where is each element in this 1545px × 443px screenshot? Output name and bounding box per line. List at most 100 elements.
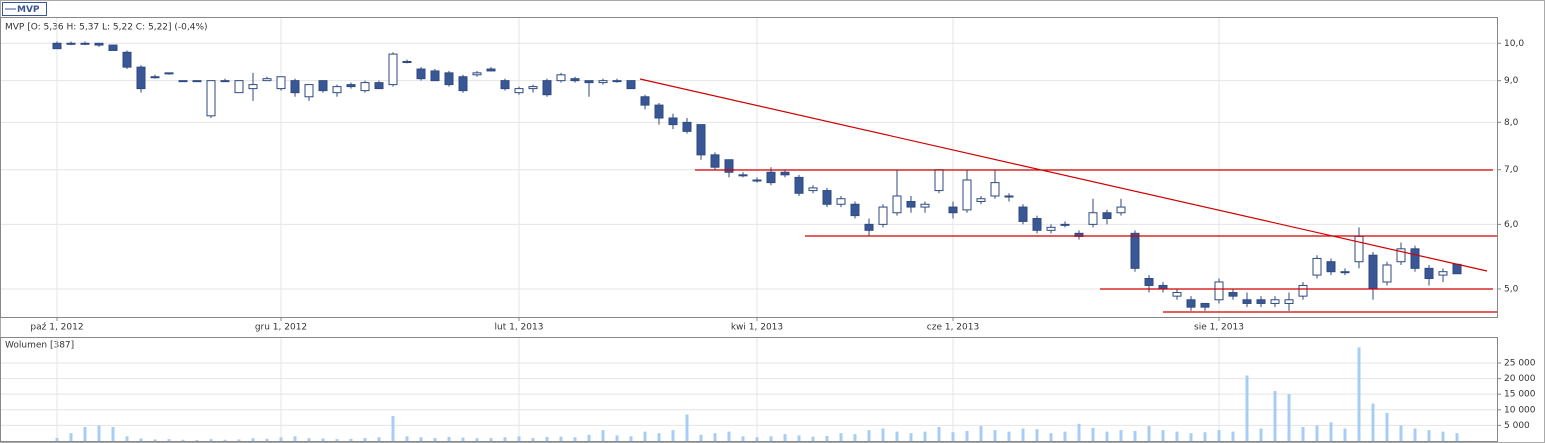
volume-bar [713, 433, 717, 441]
trend-lines [639, 78, 1497, 313]
volume-bar [755, 437, 759, 441]
candle-body [458, 76, 468, 92]
candle-body [290, 80, 300, 94]
volume-bar [1175, 431, 1179, 441]
x-tick-label: sie 1, 2013 [1194, 323, 1244, 333]
candle-body [1004, 195, 1014, 198]
candle-body [1270, 299, 1280, 304]
volume-bar [951, 432, 955, 441]
volume-bar [489, 437, 493, 441]
volume-bar [727, 431, 731, 441]
volume-bar [573, 437, 577, 441]
candle-body [1214, 281, 1224, 301]
y-tick-label: 7,0 [1504, 165, 1519, 175]
volume-bar [1105, 431, 1109, 441]
volume-bar [447, 436, 451, 441]
volume-title: Wolumen [387] [5, 341, 74, 351]
volume-bar [993, 430, 997, 441]
volume-bar [839, 433, 843, 441]
candle-body [920, 203, 930, 208]
x-tick-label: gru 1, 2012 [255, 323, 307, 333]
candle-body [1102, 212, 1112, 220]
candle-body [318, 80, 328, 92]
x-tick-label: paź 1, 2012 [30, 323, 83, 333]
volume-bar [937, 426, 941, 441]
candle-body [332, 86, 342, 94]
candle-body [402, 60, 412, 63]
volume-bar [97, 425, 101, 441]
candle-body [444, 72, 454, 86]
volume-bar [461, 437, 465, 441]
price-panel [0, 17, 1498, 318]
candle-body [752, 179, 762, 182]
volume-bar [545, 436, 549, 441]
volume-bar [769, 436, 773, 441]
candle-body [780, 171, 790, 176]
volume-bar [1203, 432, 1207, 441]
volume-bar [1259, 428, 1263, 441]
candle-body [1396, 248, 1406, 263]
candle-body [738, 174, 748, 177]
volume-bar [1049, 433, 1053, 441]
candle-body [570, 78, 580, 82]
candle-body [1200, 302, 1210, 308]
y-tick-label: 15 000 [1504, 390, 1536, 400]
candle-body [682, 121, 692, 132]
volume-bar [699, 434, 703, 441]
volume-bar [1301, 426, 1305, 441]
volume-bar [405, 436, 409, 441]
trend-line [639, 78, 1488, 272]
candle-body [906, 200, 916, 208]
candle-body [1186, 299, 1196, 308]
candle-body [374, 82, 384, 90]
volume-bar [979, 426, 983, 441]
candle-body [346, 84, 356, 88]
volume-bar [1077, 423, 1081, 441]
candle-body [598, 80, 608, 84]
candle-body [234, 80, 244, 94]
candle-body [164, 72, 174, 75]
volume-bar [1091, 427, 1095, 441]
volume-bar [1399, 425, 1403, 441]
candle-body [388, 53, 398, 86]
volume-bar [433, 437, 437, 441]
candle-body [962, 179, 972, 211]
candle-body [1354, 235, 1364, 263]
candle-body [850, 203, 860, 217]
candle-body [766, 171, 776, 184]
x-tick-label: lut 1, 2013 [495, 323, 544, 333]
volume-bar [1385, 412, 1389, 441]
candle-body [122, 51, 132, 68]
volume-bar [559, 436, 563, 441]
candle-body [1228, 292, 1238, 297]
volume-bar [195, 440, 199, 441]
candle-body [1116, 206, 1126, 214]
volume-bar [1063, 431, 1067, 441]
candle-body [668, 117, 678, 126]
y-tick-label: 10 000 [1504, 405, 1536, 415]
volume-bar [391, 416, 395, 441]
price-title: MVP [O: 5,36 H: 5,37 L: 5,22 C: 5,22] (-… [5, 23, 208, 33]
volume-bar [293, 436, 297, 441]
candle-body [1088, 212, 1098, 225]
candle-body [822, 190, 832, 205]
legend-box[interactable] [2, 2, 47, 16]
y-tick-label: 10,0 [1504, 39, 1524, 49]
y-tick-label: 5,0 [1504, 284, 1519, 294]
volume-bar [377, 437, 381, 441]
volume-bar [811, 436, 815, 441]
volume-bar [1007, 431, 1011, 441]
volume-bar [125, 436, 129, 441]
candle-body [360, 82, 370, 92]
candle-body [94, 42, 104, 46]
legend-label: MVP [17, 5, 40, 15]
volume-bar [1231, 431, 1235, 441]
candle-body [500, 80, 510, 90]
volume-bar [307, 438, 311, 441]
volume-bar [867, 430, 871, 441]
candle-body [654, 104, 664, 119]
volume-bar [587, 434, 591, 441]
volume-bar [965, 431, 969, 441]
candle-body [864, 223, 874, 231]
